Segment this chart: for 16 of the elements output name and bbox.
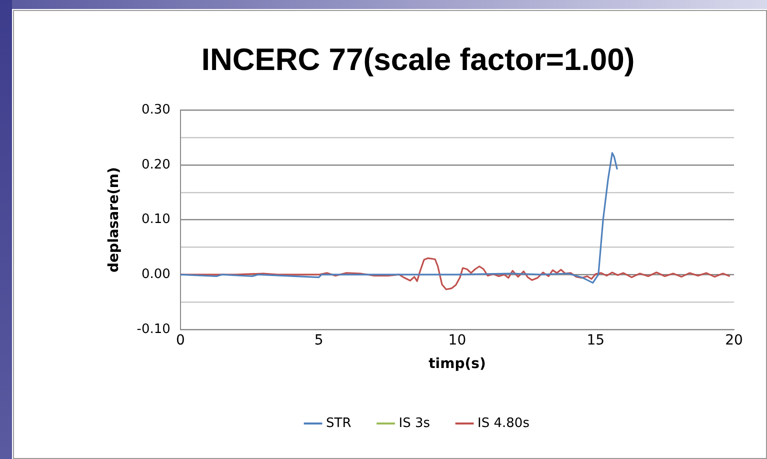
- y-tick-label: 0.20: [141, 157, 170, 172]
- x-tick-label: 0: [176, 332, 185, 348]
- chart-title: INCERC 77(scale factor=1.00): [201, 42, 635, 78]
- y-tick-label: 0.00: [141, 266, 170, 282]
- legend-label: IS 4.80s: [478, 416, 530, 431]
- y-tick-label: -0.10: [136, 322, 170, 337]
- y-axis-title: deplasare(m): [106, 167, 122, 272]
- legend-label: STR: [326, 416, 352, 431]
- legend-label: IS 3s: [398, 416, 430, 431]
- x-tick-label: 20: [725, 332, 743, 348]
- x-axis-title: timp(s): [428, 356, 486, 372]
- x-tick-label: 15: [586, 332, 605, 348]
- y-tick-label: 0.10: [141, 212, 170, 228]
- x-tick-label: 10: [448, 332, 466, 348]
- x-tick-label: 5: [314, 332, 324, 348]
- y-tick-label: 0.30: [141, 102, 170, 118]
